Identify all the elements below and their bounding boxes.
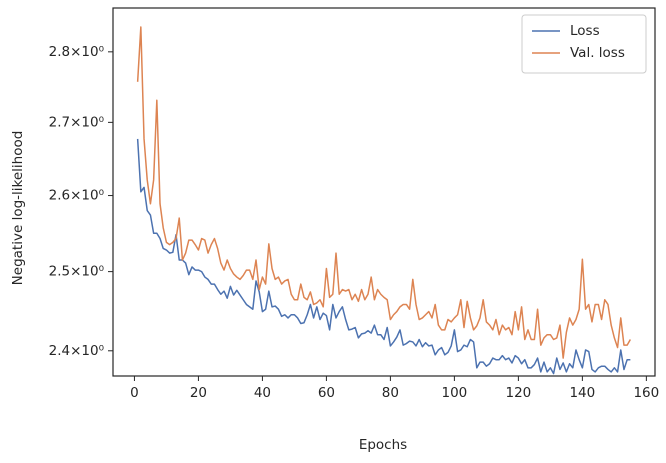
x-tick-label: 140 (569, 385, 595, 401)
legend-box (521, 14, 647, 74)
x-tick-label: 100 (441, 385, 467, 401)
x-tick-label: 20 (190, 385, 207, 401)
x-tick-label: 160 (633, 385, 659, 401)
x-tick-label: 0 (130, 385, 139, 401)
x-tick-label: 40 (254, 385, 271, 401)
y-tick-label: 2.7×10⁰ (49, 114, 104, 130)
y-tick-label: 2.5×10⁰ (49, 264, 104, 280)
x-tick-label: 120 (505, 385, 531, 401)
legend-label: Loss (570, 23, 600, 39)
x-tick-label: 80 (382, 385, 399, 401)
legend-label: Val. loss (570, 45, 625, 61)
plot-frame (112, 7, 656, 377)
line-series (136, 138, 631, 375)
x-axis-label: Epochs (359, 437, 407, 453)
y-tick-label: 2.8×10⁰ (49, 44, 104, 60)
line-series (136, 26, 632, 359)
y-tick-label: 2.6×10⁰ (49, 188, 104, 204)
y-tick-label: 2.4×10⁰ (49, 343, 104, 359)
legend: Loss Val. loss (521, 14, 647, 74)
y-axis-label: Negative log-likelihood (10, 131, 26, 286)
x-tick-label: 60 (318, 385, 335, 401)
